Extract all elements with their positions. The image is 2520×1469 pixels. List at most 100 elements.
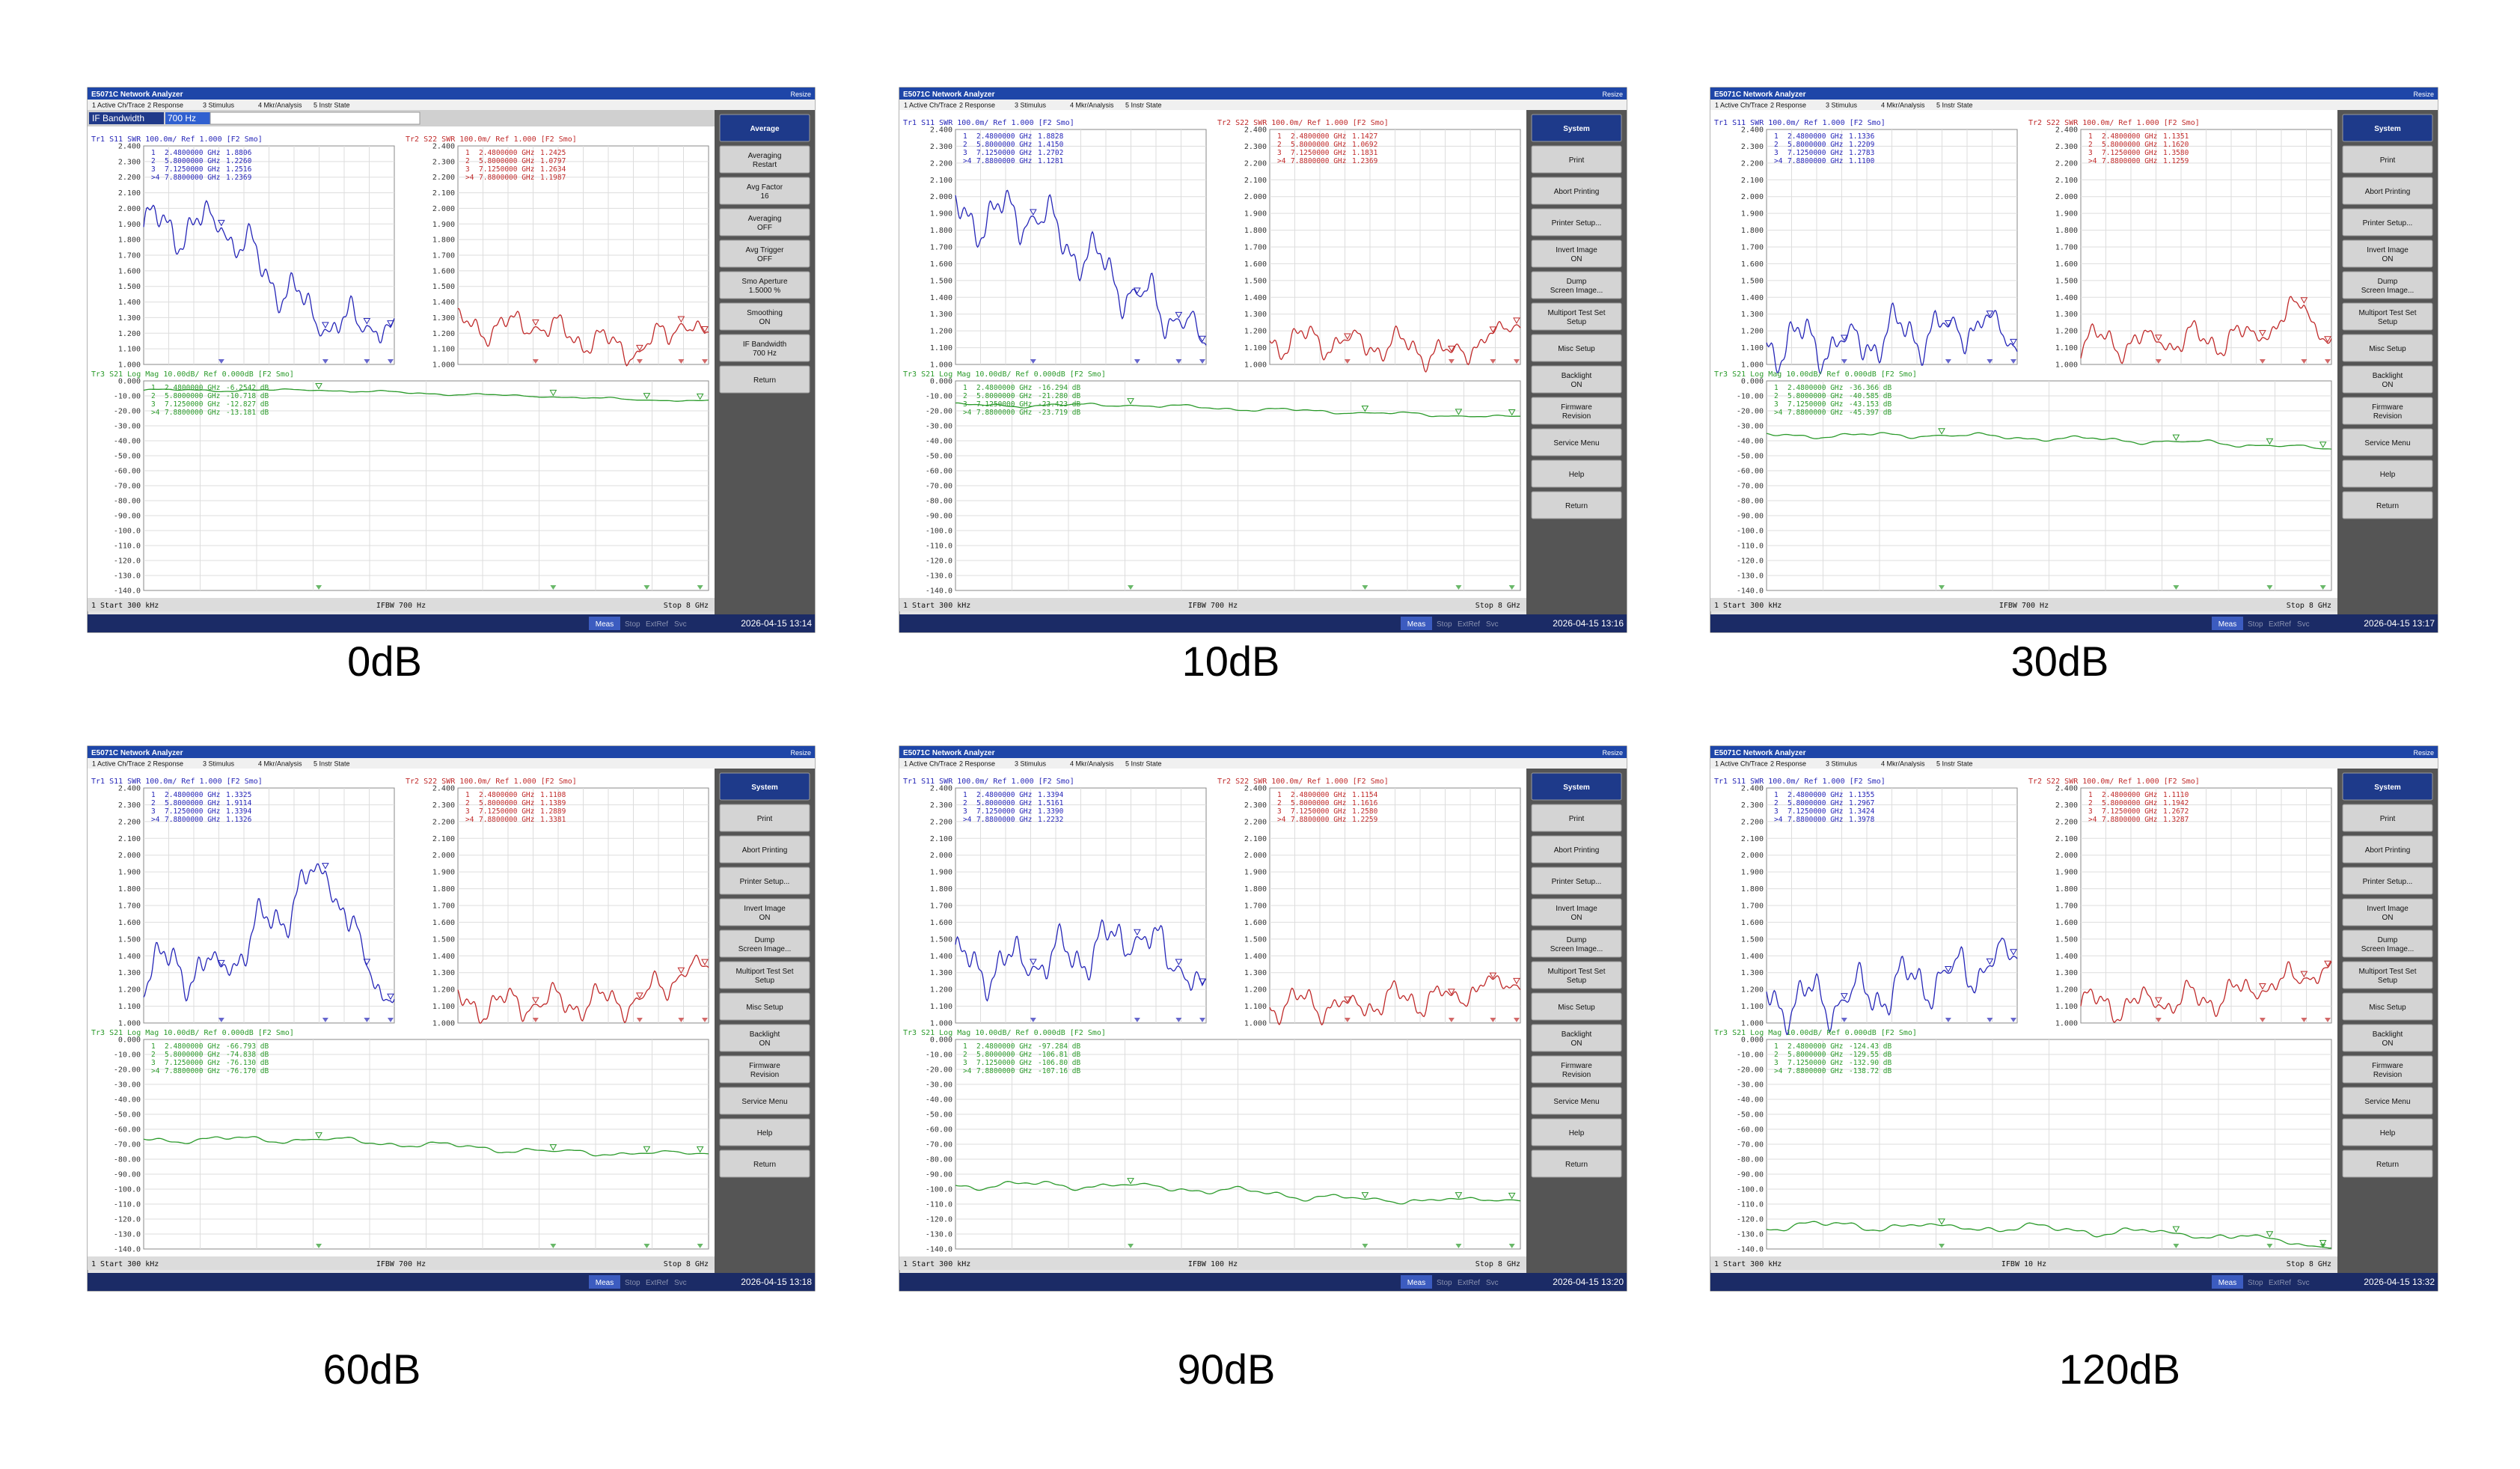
menu-item[interactable]: 4 Mkr/Analysis [1070, 760, 1114, 768]
menu-item[interactable]: 5 Instr State [1125, 102, 1162, 109]
menu-item[interactable]: 5 Instr State [314, 102, 350, 109]
softkey[interactable] [719, 114, 810, 142]
softkey[interactable] [1531, 898, 1622, 926]
softkey[interactable] [719, 1055, 810, 1084]
menu-item[interactable]: 1 Active Ch/Trace [904, 102, 957, 109]
softkey-label[interactable]: Return [2376, 1161, 2399, 1169]
menu-item[interactable]: 4 Mkr/Analysis [258, 102, 302, 109]
softkey-label[interactable]: ON [1571, 255, 1582, 263]
softkey-label[interactable]: Abort Printing [2365, 188, 2411, 196]
softkey-label[interactable]: Averaging [748, 152, 782, 160]
softkey[interactable] [719, 772, 810, 801]
softkey[interactable] [719, 804, 810, 832]
softkey-label[interactable]: Abort Printing [2365, 846, 2411, 855]
resize[interactable]: Resize [790, 749, 811, 757]
softkey[interactable] [719, 208, 810, 236]
softkey[interactable] [1531, 1024, 1622, 1052]
softkey-label[interactable]: Averaging [748, 215, 782, 223]
softkey[interactable] [2342, 334, 2433, 362]
softkey-label[interactable]: Printer Setup... [2363, 878, 2413, 886]
softkey-label[interactable]: ON [2382, 255, 2394, 263]
softkey[interactable] [1531, 459, 1622, 488]
softkey-label[interactable]: Return [2376, 502, 2399, 510]
softkey-label[interactable]: ON [2382, 1039, 2394, 1048]
softkey-label[interactable]: Revision [750, 1071, 779, 1079]
softkey-label[interactable]: Print [2380, 156, 2396, 165]
softkey-label[interactable]: Return [753, 1161, 776, 1169]
softkey-label[interactable]: Setup [1567, 977, 1587, 985]
softkey[interactable] [1531, 835, 1622, 864]
menu-item[interactable]: 5 Instr State [314, 760, 350, 768]
softkey[interactable] [2342, 1149, 2433, 1178]
menu-item[interactable]: 2 Response [959, 102, 995, 109]
softkey-label[interactable]: Screen Image... [2361, 287, 2415, 295]
softkey[interactable] [2342, 365, 2433, 394]
softkey[interactable] [1531, 1118, 1622, 1146]
softkey-label[interactable]: Return [753, 376, 776, 385]
softkey-label[interactable]: Return [1565, 1161, 1588, 1169]
softkey-label[interactable]: Smoothing [747, 309, 783, 317]
softkey[interactable] [719, 302, 810, 331]
softkey-label[interactable]: Print [1569, 815, 1585, 823]
softkey-label[interactable]: Printer Setup... [1552, 878, 1602, 886]
softkey-label[interactable]: OFF [757, 255, 772, 263]
softkey[interactable] [1531, 114, 1622, 142]
softkey[interactable] [2342, 428, 2433, 456]
softkey-label[interactable]: Multiport Test Set [1547, 309, 1605, 317]
softkey-label[interactable]: Dump [755, 936, 775, 944]
softkey-label[interactable]: ON [2382, 381, 2394, 389]
softkey-label[interactable]: Service Menu [1553, 1098, 1599, 1106]
softkey-label[interactable]: 1.5000 % [749, 287, 780, 295]
menu-item[interactable]: 3 Stimulus [203, 102, 235, 109]
resize[interactable]: Resize [790, 91, 811, 98]
softkey[interactable] [719, 961, 810, 989]
softkey-label[interactable]: Revision [1562, 1071, 1591, 1079]
softkey-label[interactable]: Printer Setup... [1552, 219, 1602, 227]
softkey[interactable] [2342, 491, 2433, 519]
softkey-label[interactable]: ON [1571, 914, 1582, 922]
softkey-label[interactable]: IF Bandwidth [743, 340, 786, 349]
softkey-label[interactable]: Firmware [749, 1062, 780, 1070]
menu-item[interactable]: 2 Response [147, 760, 183, 768]
menu-item[interactable]: 5 Instr State [1936, 760, 1973, 768]
softkey-label[interactable]: Backlight [2373, 1030, 2403, 1039]
softkey-label[interactable]: Multiport Test Set [1547, 968, 1605, 976]
menu-item[interactable]: 1 Active Ch/Trace [1715, 760, 1768, 768]
softkey-label[interactable]: Misc Setup [2369, 345, 2406, 353]
softkey-label[interactable]: Help [1569, 1129, 1585, 1137]
softkey[interactable] [2342, 239, 2433, 268]
resize[interactable]: Resize [2413, 749, 2434, 757]
softkey[interactable] [719, 271, 810, 299]
resize[interactable]: Resize [2413, 91, 2434, 98]
softkey-label[interactable]: ON [759, 1039, 771, 1048]
softkey-label[interactable]: Return [1565, 502, 1588, 510]
softkey-label[interactable]: System [751, 784, 778, 792]
menu-item[interactable]: 4 Mkr/Analysis [1881, 760, 1925, 768]
softkey-label[interactable]: Help [757, 1129, 773, 1137]
softkey-label[interactable]: Print [757, 815, 773, 823]
softkey[interactable] [719, 1118, 810, 1146]
softkey-label[interactable]: Printer Setup... [740, 878, 790, 886]
softkey[interactable] [2342, 929, 2433, 958]
softkey[interactable] [2342, 961, 2433, 989]
softkey[interactable] [719, 898, 810, 926]
softkey[interactable] [2342, 397, 2433, 425]
softkey-label[interactable]: Screen Image... [1550, 945, 1603, 953]
menu-item[interactable]: 3 Stimulus [1015, 760, 1047, 768]
softkey-label[interactable]: Backlight [2373, 372, 2403, 380]
softkey-label[interactable]: Invert Image [2367, 246, 2409, 254]
softkey-label[interactable]: ON [2382, 914, 2394, 922]
softkey[interactable] [2342, 177, 2433, 205]
softkey-label[interactable]: Service Menu [2364, 439, 2410, 448]
softkey[interactable] [1531, 145, 1622, 174]
softkey[interactable] [1531, 302, 1622, 331]
softkey-label[interactable]: System [2374, 784, 2401, 792]
softkey-label[interactable]: Dump [1567, 936, 1587, 944]
softkey-label[interactable]: Avg Factor [747, 183, 783, 192]
softkey-label[interactable]: System [2374, 125, 2401, 133]
softkey-label[interactable]: Screen Image... [1550, 287, 1603, 295]
softkey-label[interactable]: Misc Setup [2369, 1004, 2406, 1012]
softkey-label[interactable]: Abort Printing [742, 846, 788, 855]
softkey-label[interactable]: Abort Printing [1554, 188, 1600, 196]
softkey-label[interactable]: Dump [2378, 278, 2398, 286]
